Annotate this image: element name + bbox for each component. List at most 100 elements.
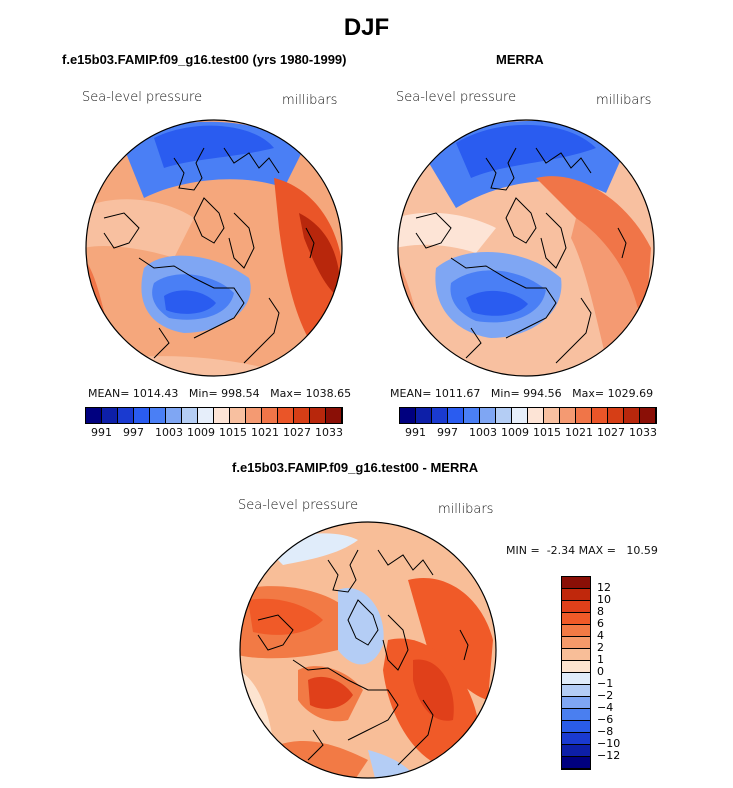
colorbar-swatch: [432, 408, 448, 423]
colorbar-tick-label: 997: [437, 426, 458, 439]
colorbar-swatch: [562, 697, 590, 709]
colorbar-swatch: [562, 757, 590, 769]
colorbar-tick-label: 1021: [251, 426, 279, 439]
stats-line-model: MEAN= 1014.43 Min= 998.54 Max= 1038.65: [88, 387, 352, 400]
colorbar-tick-label: 2: [597, 641, 604, 654]
colorbar-swatch: [464, 408, 480, 423]
variable-label-diff: Sea-level pressure: [238, 498, 359, 513]
colorbar-swatch: [134, 408, 150, 423]
panel-title-diff: f.e15b03.FAMIP.f09_g16.test00 - MERRA: [232, 460, 479, 475]
colorbar-tick-label: 1015: [219, 426, 247, 439]
colorbar-tick-label: 10: [597, 593, 611, 606]
variable-label-model: Sea-level pressure: [82, 90, 203, 105]
polar-map-obs: [397, 119, 655, 377]
colorbar-swatch: [400, 408, 416, 423]
colorbar-tick-label: 8: [597, 605, 604, 618]
colorbar-swatch: [562, 625, 590, 637]
colorbar-tick-label: −10: [597, 737, 621, 750]
colorbar-swatch: [592, 408, 608, 423]
colorbar-swatch: [294, 408, 310, 423]
colorbar-tick-label: 991: [91, 426, 112, 439]
colorbar-tick-label: 1015: [533, 426, 561, 439]
colorbar-labels-obs: 991 997 1003 1009 1015 1021 1027 1033: [399, 426, 659, 440]
colorbar-tick-label: 1021: [565, 426, 593, 439]
colorbar-swatch: [118, 408, 134, 423]
colorbar-tick-label: 6: [597, 617, 604, 630]
colorbar-swatch: [278, 408, 294, 423]
colorbar-swatch: [562, 637, 590, 649]
colorbar-tick-label: −1: [597, 677, 614, 690]
units-label-diff: millibars: [438, 502, 494, 517]
main-title: DJF: [343, 14, 390, 41]
colorbar-tick-label: 4: [597, 629, 604, 642]
colorbar-tick-label: 12: [597, 581, 611, 594]
colorbar-tick-label: −4: [597, 701, 614, 714]
colorbar-tick-label: 1033: [629, 426, 657, 439]
colorbar-diff: [561, 576, 591, 770]
colorbar-tick-label: −2: [597, 689, 614, 702]
colorbar-swatch: [624, 408, 640, 423]
colorbar-swatch: [562, 673, 590, 685]
colorbar-swatch: [562, 733, 590, 745]
colorbar-tick-label: 1027: [597, 426, 625, 439]
colorbar-swatch: [560, 408, 576, 423]
colorbar-swatch: [480, 408, 496, 423]
colorbar-tick-label: 1027: [283, 426, 311, 439]
colorbar-tick-label: 1: [597, 653, 604, 666]
colorbar-swatch: [562, 577, 590, 589]
colorbar-swatch: [102, 408, 118, 423]
colorbar-labels-model: 991 997 1003 1009 1015 1021 1027 1033: [85, 426, 345, 440]
colorbar-swatch: [640, 408, 656, 423]
colorbar-swatch: [262, 408, 278, 423]
colorbar-swatch: [198, 408, 214, 423]
stats-line-obs: MEAN= 1011.67 Min= 994.56 Max= 1029.69: [390, 387, 654, 400]
panel-title-obs: MERRA: [496, 52, 544, 67]
colorbar-swatch: [246, 408, 262, 423]
colorbar-swatch: [182, 408, 198, 423]
panel-title-model: f.e15b03.FAMIP.f09_g16.test00 (yrs 1980-…: [62, 52, 347, 67]
colorbar-model: [85, 407, 343, 424]
colorbar-swatch: [562, 745, 590, 757]
variable-label-obs: Sea-level pressure: [396, 90, 517, 105]
colorbar-swatch: [562, 709, 590, 721]
colorbar-swatch: [562, 721, 590, 733]
colorbar-swatch: [150, 408, 166, 423]
colorbar-tick-label: 991: [405, 426, 426, 439]
colorbar-swatch: [544, 408, 560, 423]
colorbar-swatch: [562, 613, 590, 625]
polar-map-diff: [239, 521, 497, 779]
colorbar-tick-label: −6: [597, 713, 614, 726]
colorbar-swatch: [214, 408, 230, 423]
colorbar-swatch: [448, 408, 464, 423]
colorbar-swatch: [166, 408, 182, 423]
colorbar-swatch: [562, 661, 590, 673]
colorbar-tick-label: −8: [597, 725, 614, 738]
colorbar-swatch: [528, 408, 544, 423]
stats-line-diff: MIN = -2.34 MAX = 10.59: [506, 544, 658, 557]
colorbar-swatch: [562, 685, 590, 697]
colorbar-swatch: [562, 601, 590, 613]
colorbar-swatch: [496, 408, 512, 423]
polar-map-model: [85, 119, 343, 377]
colorbar-swatch: [562, 589, 590, 601]
colorbar-swatch: [326, 408, 342, 423]
colorbar-obs: [399, 407, 657, 424]
colorbar-tick-label: 1009: [501, 426, 529, 439]
colorbar-tick-label: 1033: [315, 426, 343, 439]
colorbar-swatch: [608, 408, 624, 423]
colorbar-swatch: [512, 408, 528, 423]
colorbar-swatch: [230, 408, 246, 423]
colorbar-swatch: [86, 408, 102, 423]
units-label-model: millibars: [282, 93, 338, 108]
colorbar-tick-label: −12: [597, 749, 621, 762]
colorbar-tick-label: 1009: [187, 426, 215, 439]
colorbar-tick-label: 0: [597, 665, 604, 678]
colorbar-swatch: [562, 649, 590, 661]
colorbar-swatch: [576, 408, 592, 423]
colorbar-swatch: [416, 408, 432, 423]
colorbar-tick-label: 1003: [469, 426, 497, 439]
colorbar-tick-label: 997: [123, 426, 144, 439]
colorbar-tick-label: 1003: [155, 426, 183, 439]
colorbar-swatch: [310, 408, 326, 423]
units-label-obs: millibars: [596, 93, 652, 108]
